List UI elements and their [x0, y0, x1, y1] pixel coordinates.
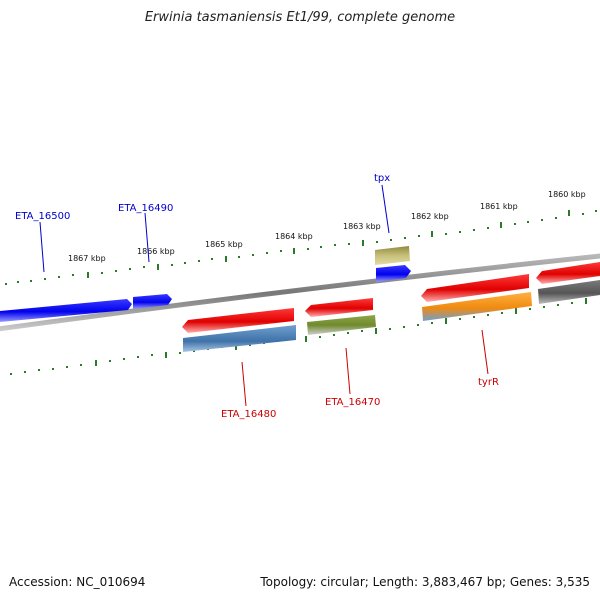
- gene-eta16470-olive-block[interactable]: [307, 315, 376, 335]
- tick-label: 1862 kbp: [411, 212, 449, 221]
- topology-summary: Topology: circular; Length: 3,883,467 bp…: [260, 575, 590, 589]
- leader-line-tpx: [381, 184, 390, 234]
- gene-tpx-block[interactable]: [375, 246, 410, 265]
- tick-label: 1861 kbp: [480, 202, 518, 211]
- tick-label: 1865 kbp: [205, 240, 243, 249]
- gene-eta16470-arrow[interactable]: [305, 298, 373, 317]
- gene-label-eta16480[interactable]: ETA_16480: [221, 409, 276, 420]
- tick-label: 1863 kbp: [343, 222, 381, 231]
- gene-tpx-arrow[interactable]: [376, 265, 411, 282]
- leader-line-eta16470: [345, 347, 351, 395]
- gene-label-tpx[interactable]: tpx: [374, 173, 390, 184]
- tick-label: 1866 kbp: [137, 247, 175, 256]
- gene-tyrR-orange-block[interactable]: [422, 292, 532, 321]
- gene-label-tyrR[interactable]: tyrR: [478, 377, 499, 388]
- gene-gray-block-right-edge[interactable]: [538, 280, 600, 304]
- leader-line-eta16480: [241, 361, 247, 407]
- gene-tyrR-arrow[interactable]: [421, 274, 529, 302]
- accession-text: Accession: NC_010694: [9, 575, 146, 589]
- genome-backbone: [0, 253, 600, 332]
- gene-eta16480-arrow[interactable]: [182, 308, 294, 333]
- gene-label-eta16470[interactable]: ETA_16470: [325, 397, 380, 408]
- tick-label: 1860 kbp: [548, 190, 586, 199]
- leader-line-eta16490: [144, 212, 150, 263]
- gene-red-arrow-right-edge[interactable]: [536, 262, 600, 284]
- gene-eta16500-arrow[interactable]: [0, 299, 132, 322]
- tick-label: 1867 kbp: [68, 254, 106, 263]
- leader-line-tyrR: [481, 329, 489, 375]
- gene-label-eta16500[interactable]: ETA_16500: [15, 211, 70, 222]
- gene-eta16490-arrow[interactable]: [133, 294, 172, 309]
- gene-eta16480-steel-block[interactable]: [183, 325, 296, 352]
- upper-tick-ring: [5, 210, 597, 285]
- map-title: Erwinia tasmaniensis Et1/99, complete ge…: [144, 10, 456, 25]
- tick-label: 1864 kbp: [275, 232, 313, 241]
- leader-line-eta16500: [39, 221, 45, 273]
- gene-label-eta16490[interactable]: ETA_16490: [118, 203, 173, 214]
